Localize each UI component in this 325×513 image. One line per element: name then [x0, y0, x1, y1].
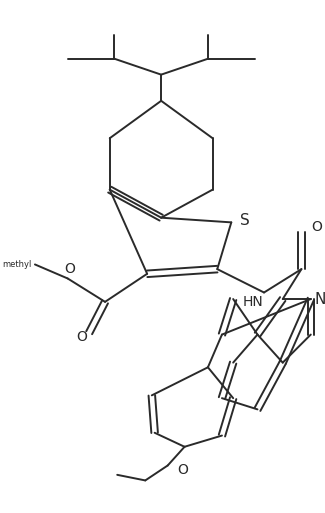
Text: O: O [76, 330, 87, 344]
Text: N: N [315, 291, 325, 307]
Text: HN: HN [242, 295, 263, 309]
Text: O: O [64, 262, 75, 276]
Text: O: O [177, 463, 188, 477]
Text: O: O [311, 220, 322, 234]
Text: S: S [240, 213, 249, 228]
Text: methyl: methyl [2, 260, 31, 269]
